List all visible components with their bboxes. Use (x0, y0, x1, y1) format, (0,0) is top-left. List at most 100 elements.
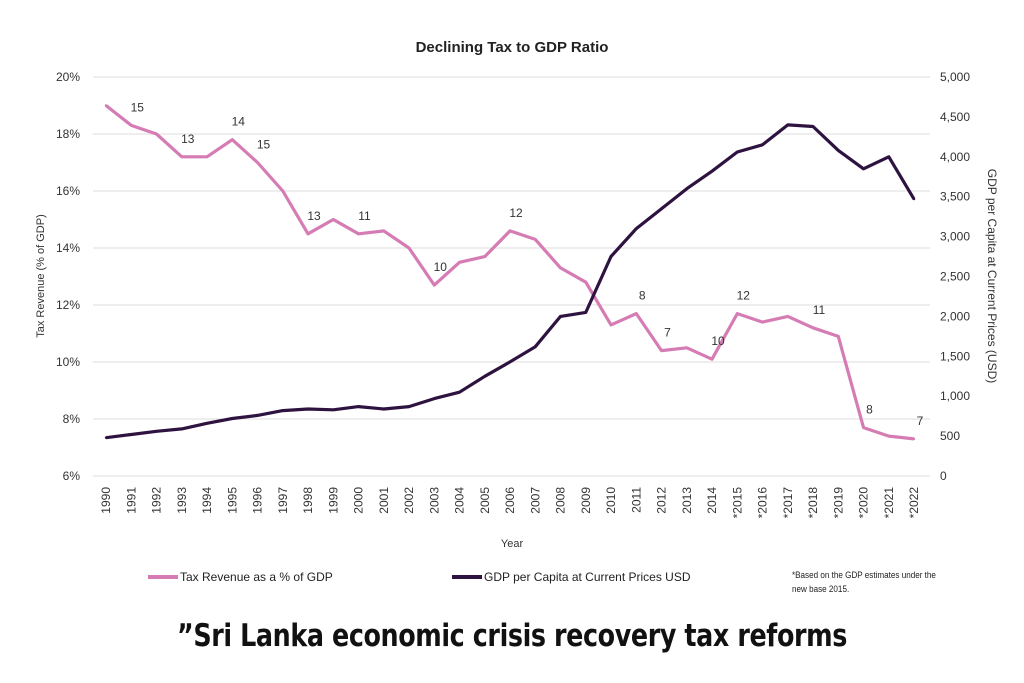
data-point (635, 312, 638, 315)
data-point (811, 326, 815, 329)
data-point (584, 311, 587, 314)
data-label: 11 (813, 303, 826, 317)
data-point (458, 261, 461, 264)
data-label: 12 (737, 289, 751, 303)
footnote-line-2: new base 2015. (792, 584, 850, 594)
y-right-tick-label: 3,000 (940, 230, 970, 244)
y-right-axis-label: GDP per Capita at Current Prices (USD) (985, 169, 999, 384)
x-tick-label: 2008 (554, 487, 568, 514)
y-left-tick-label: 8% (63, 412, 81, 426)
data-point (685, 346, 688, 349)
data-point (660, 207, 663, 210)
data-point (104, 436, 108, 439)
data-point (281, 409, 284, 412)
data-point (180, 155, 183, 158)
data-point (559, 315, 562, 318)
data-point (786, 123, 789, 127)
data-point (382, 229, 385, 233)
y-right-tick-label: 5,000 (940, 70, 970, 84)
data-point (534, 238, 537, 241)
x-tick-label: 2005 (478, 487, 492, 514)
x-tick-label: 1993 (175, 487, 189, 514)
data-point (407, 246, 411, 250)
x-tick-label: 1996 (251, 487, 265, 514)
data-label: 8 (866, 403, 873, 417)
data-point (887, 155, 890, 158)
y-left-tick-label: 6% (63, 469, 81, 483)
x-tick-label: *2019 (831, 487, 845, 519)
legend-label: Tax Revenue as a % of GDP (180, 570, 333, 584)
data-point (483, 375, 486, 378)
y-left-tick-label: 12% (56, 298, 80, 312)
data-point (609, 255, 613, 258)
data-point (508, 229, 512, 233)
data-point (256, 414, 259, 417)
data-point (887, 434, 890, 438)
data-point (912, 197, 916, 201)
data-point (357, 405, 360, 408)
x-tick-label: *2022 (907, 487, 921, 519)
x-tick-label: *2021 (882, 487, 896, 519)
data-label: 7 (917, 414, 924, 428)
data-point (130, 124, 133, 127)
legend-label: GDP per Capita at Current Prices USD (484, 570, 691, 584)
data-point (912, 437, 916, 441)
data-point (710, 357, 714, 361)
y-right-tick-label: 3,500 (940, 190, 970, 204)
data-point (332, 408, 335, 411)
data-point (205, 155, 209, 158)
data-point (433, 397, 436, 400)
x-tick-label: *2015 (730, 487, 744, 519)
data-label: 13 (307, 209, 321, 223)
x-tick-label: 1995 (225, 487, 239, 514)
x-tick-label: 2011 (629, 487, 643, 513)
x-tick-label: *2017 (781, 487, 795, 519)
y-right-tick-label: 2,000 (940, 309, 970, 323)
data-point (155, 430, 158, 433)
data-point (382, 407, 385, 411)
series-line-tax-revenue (105, 104, 915, 441)
data-label: 10 (711, 334, 725, 348)
x-tick-label: 2004 (453, 487, 467, 514)
data-point (306, 232, 310, 235)
y-left-tick-label: 20% (56, 70, 80, 84)
x-tick-label: 2013 (680, 487, 694, 514)
data-point (180, 427, 183, 431)
x-tick-label: 1998 (301, 487, 315, 514)
x-tick-label: 2002 (402, 487, 416, 514)
data-point (811, 125, 815, 128)
y-right-tick-label: 1,500 (940, 349, 970, 363)
data-point (205, 422, 209, 425)
footnote-line-1: *Based on the GDP estimates under the (792, 570, 936, 580)
data-point (534, 345, 537, 348)
y-right-tick-label: 2,500 (940, 270, 970, 284)
data-point (256, 161, 259, 164)
data-point (407, 405, 411, 408)
x-tick-label: 2009 (579, 487, 593, 514)
data-point (786, 315, 789, 318)
y-right-tick-label: 500 (940, 429, 960, 443)
data-point (837, 149, 840, 152)
x-tick-label: 1999 (326, 487, 340, 514)
x-tick-label: 1991 (124, 487, 138, 514)
x-axis-label: Year (501, 538, 524, 550)
x-tick-label: 1997 (276, 487, 290, 514)
data-point (837, 335, 840, 338)
data-point (862, 167, 865, 170)
data-label: 7 (664, 326, 671, 340)
data-point (736, 312, 739, 315)
x-tick-label: 2014 (705, 487, 719, 514)
data-point (761, 143, 764, 147)
data-point (231, 417, 234, 420)
data-label: 11 (358, 209, 371, 223)
y-left-tick-label: 10% (56, 355, 80, 369)
x-tick-label: 1990 (99, 487, 113, 514)
data-point (761, 320, 764, 324)
data-label: 10 (434, 260, 448, 274)
data-point (710, 169, 714, 173)
data-label: 12 (509, 206, 523, 220)
data-point (584, 281, 587, 284)
y-right-tick-label: 0 (940, 469, 947, 483)
x-tick-label: 2007 (528, 487, 542, 514)
data-point (231, 138, 234, 141)
